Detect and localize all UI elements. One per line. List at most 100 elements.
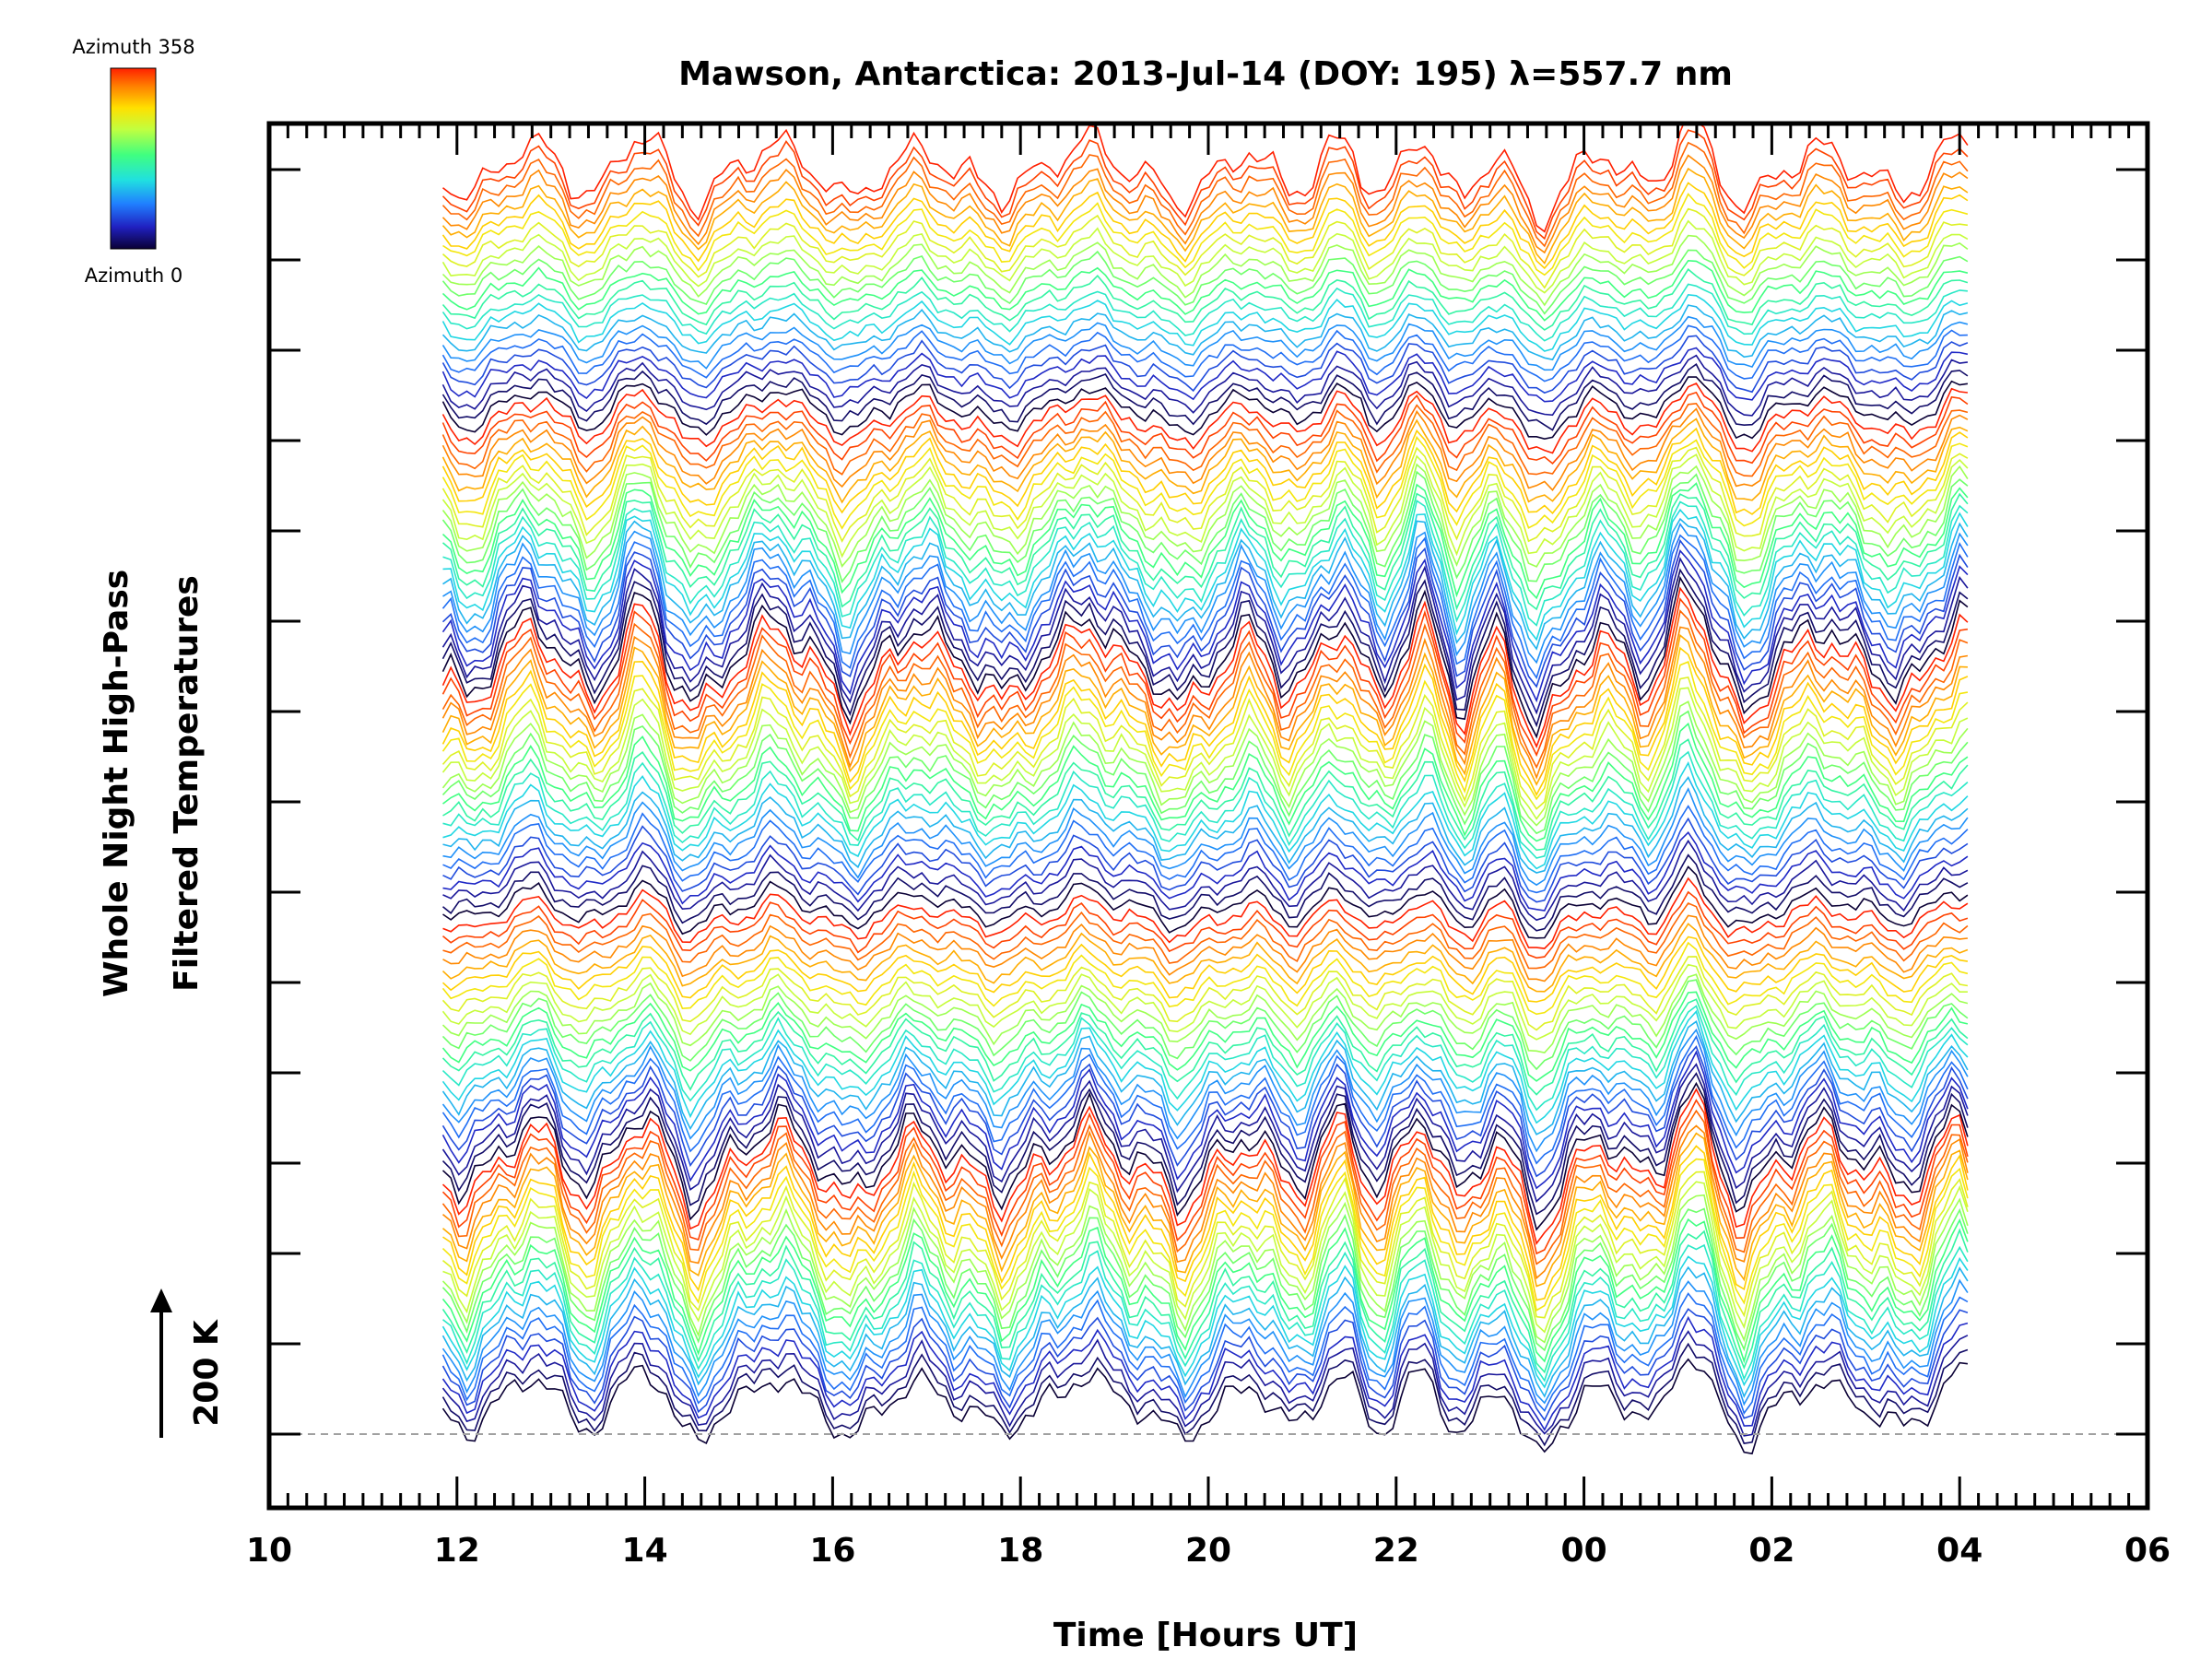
azimuth-series-line [441,973,1969,1053]
azimuth-series-line [441,956,1969,1031]
colorbar-top-label: Azimuth 358 [72,36,194,58]
azimuth-series-line [441,853,1969,932]
azimuth-series-line [441,1132,1969,1288]
x-tick-label: 06 [2124,1532,2171,1570]
azimuth-series-line [441,402,1969,477]
azimuth-series-line [441,446,1969,543]
x-tick-label: 10 [246,1532,292,1570]
azimuth-series-line [441,354,1969,417]
azimuth-series-line [441,646,1969,796]
azimuth-series-line [442,738,1969,852]
scale-arrow: 200 K [150,1288,226,1438]
azimuth-series-line [442,805,1969,894]
x-tick-label: 22 [1373,1532,1419,1570]
azimuth-series-line [441,418,1969,504]
azimuth-series-line [441,633,1968,786]
azimuth-series-line [441,1005,1969,1112]
azimuth-series-line [441,335,1969,394]
azimuth-series-line [441,1255,1969,1389]
x-tick-label: 02 [1748,1532,1794,1570]
azimuth-series-line [441,1265,1969,1398]
azimuth-series-line [441,1218,1969,1364]
azimuth-series-line [442,877,1969,949]
azimuth-series-line [441,935,1969,1003]
azimuth-series-line [441,141,1969,248]
azimuth-series-line [441,1124,1969,1280]
azimuth-series-line [441,548,1969,703]
azimuth-series-line [442,193,1969,276]
azimuth-series-line [441,1171,1969,1319]
azimuth-series-line [442,124,1969,233]
azimuth-series-line [441,1278,1969,1406]
azimuth-series-line [441,1028,1969,1153]
azimuth-series-line [441,382,1968,454]
azimuth-series-line [441,470,1969,583]
azimuth-series-line [442,1145,1969,1301]
azimuth-series-line [441,575,1969,739]
azimuth-series-line [441,1358,1969,1455]
tick-layer [267,124,2149,1508]
azimuth-series-line [441,492,1969,611]
azimuth-series-line [441,963,1968,1041]
azimuth-series-line [441,1088,1969,1245]
azimuth-series-line [442,499,1969,627]
azimuth-series-line [442,508,1969,641]
azimuth-series-line [441,1308,1969,1422]
x-tick-label: 14 [622,1532,668,1570]
series-layer [441,124,1969,1455]
azimuth-series-line [442,750,1969,859]
azimuth-series-line [441,391,1969,465]
azimuth-series-line [441,538,1969,688]
azimuth-series-line [441,1045,1969,1178]
azimuth-series-line [441,534,1969,680]
azimuth-series-line [441,1081,1969,1231]
azimuth-series-line [441,1050,1969,1190]
azimuth-series-line [442,1243,1969,1382]
azimuth-series-line [442,839,1969,922]
azimuth-series-line [441,167,1969,265]
azimuth-series-line [442,523,1969,665]
azimuth-series-line [442,865,1969,939]
azimuth-series-line [441,304,1969,361]
azimuth-series-line [442,787,1969,887]
colorbar [110,67,157,250]
azimuth-series-line [442,517,1969,651]
azimuth-series-line [442,722,1969,842]
azimuth-series-line [441,219,1969,294]
x-tick-label: 18 [997,1532,1043,1570]
colorbar-legend: Azimuth 358 Azimuth 0 [72,36,194,287]
azimuth-series-line [442,775,1969,874]
azimuth-series-line [441,586,1969,748]
azimuth-series-line [441,557,1969,715]
azimuth-series-line [441,1228,1969,1374]
azimuth-series-line [441,1194,1969,1344]
azimuth-series-line [441,626,1969,780]
scale-label: 200 K [188,1319,226,1427]
azimuth-series-line [441,1315,1969,1431]
azimuth-series-line [441,293,1969,352]
azimuth-series-line [441,154,1969,254]
azimuth-series-line [441,676,1969,810]
azimuth-series-line [441,1158,1969,1312]
azimuth-series-line [441,1099,1969,1255]
x-tick-label: 12 [434,1532,480,1570]
azimuth-series-line [441,435,1969,530]
azimuth-series-line [441,941,1969,1016]
azimuth-series-line [441,700,1969,827]
azimuth-series-line [441,890,1969,959]
scale-arrow-head [150,1288,172,1312]
azimuth-series-line [441,1020,1969,1135]
azimuth-series-line [441,568,1969,728]
azimuth-series-line [442,914,1968,982]
azimuth-series-line [441,710,1969,835]
azimuth-series-line [441,1009,1969,1124]
azimuth-series-line [441,1342,1969,1447]
azimuth-series-line [441,597,1969,758]
azimuth-series-line [441,267,1969,331]
azimuth-series-line [442,902,1969,970]
azimuth-series-line [441,453,1969,559]
colorbar-bottom-label: Azimuth 0 [85,265,183,287]
x-tick-labels: 10 12 14 16 18 20 22 00 02 04 06 [246,1532,2171,1570]
y-axis-title-line1: Whole Night High-Pass [98,570,135,997]
